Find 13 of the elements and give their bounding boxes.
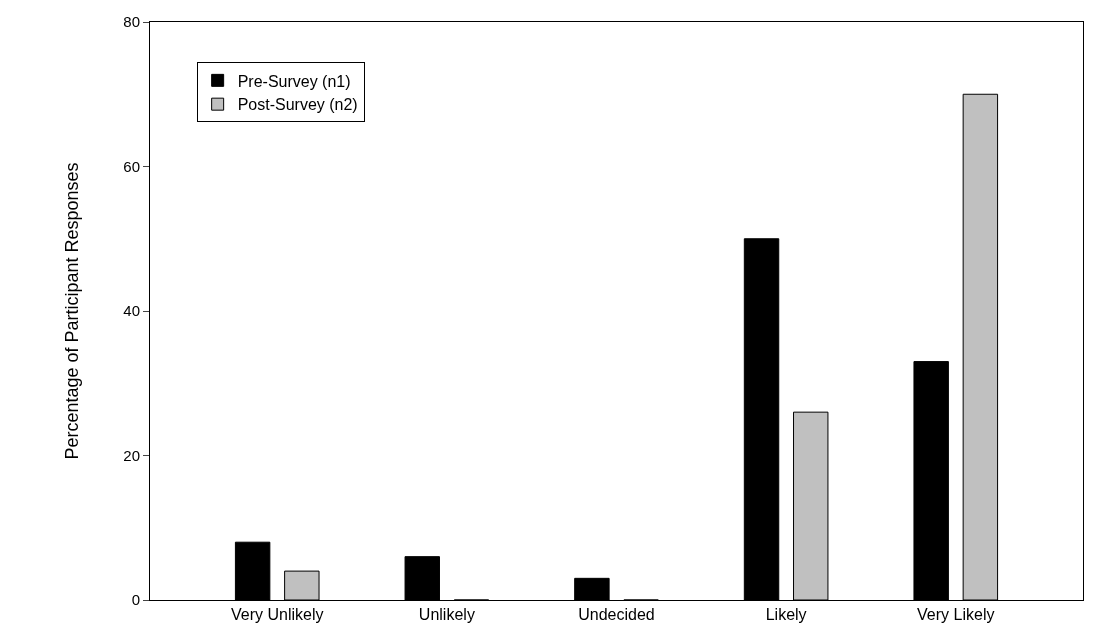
x-tick-label: Undecided (578, 606, 655, 624)
y-tick-label: 40 (123, 302, 140, 320)
x-tick-label: Very Unlikely (230, 606, 324, 624)
legend-label: Pre-Survey (n1) (237, 72, 351, 90)
y-tick-label: 0 (131, 591, 140, 609)
y-tick-label: 80 (123, 13, 140, 31)
y-axis-title: Percentage of Participant Responses (61, 162, 82, 460)
x-tick-label: Very Likely (917, 606, 995, 624)
y-tick-label: 60 (123, 157, 140, 175)
x-tick-label: Unlikely (418, 606, 475, 624)
legend-label: Post-Survey (n2) (237, 96, 358, 114)
x-tick-label: Likely (765, 606, 807, 624)
y-tick-label: 20 (123, 446, 140, 464)
